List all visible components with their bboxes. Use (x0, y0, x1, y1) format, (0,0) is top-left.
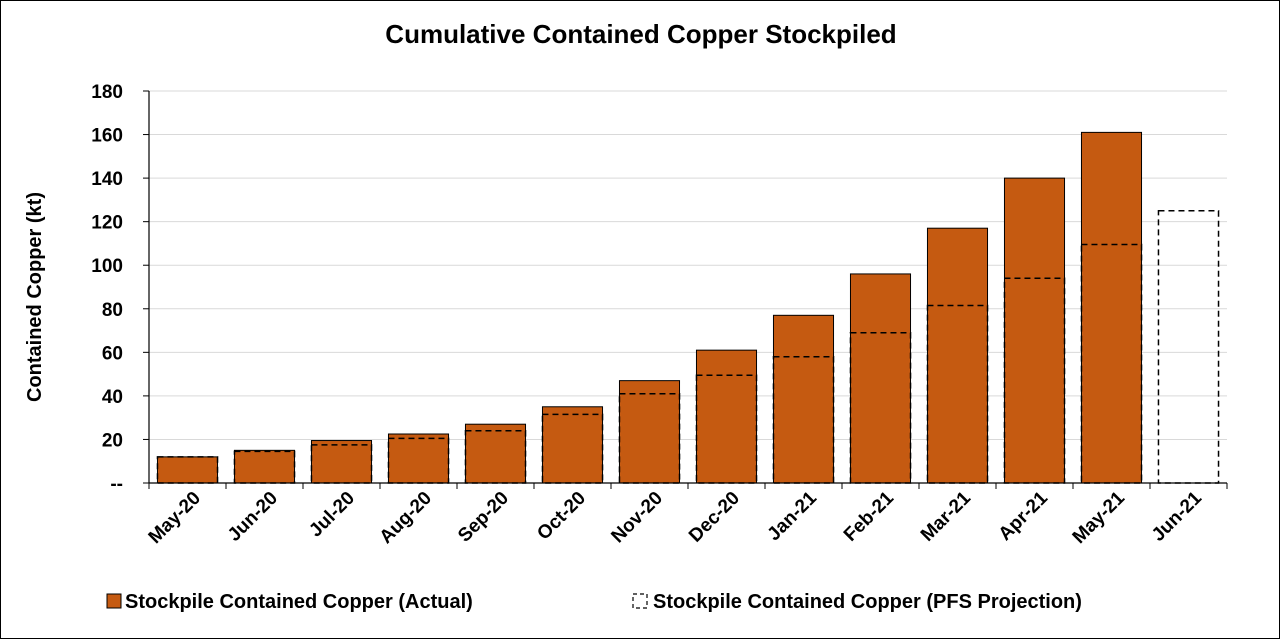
bar-actual (310, 440, 373, 484)
y-tick-label: 180 (91, 82, 123, 103)
x-tick-label: Mar-21 (917, 487, 975, 545)
legend-swatch-actual (106, 593, 122, 609)
bar-actual (926, 227, 989, 484)
chart-title: Cumulative Contained Copper Stockpiled (385, 19, 896, 49)
bar-actual (387, 433, 450, 484)
legend-swatch-pfs (632, 593, 648, 609)
bars (156, 131, 1220, 484)
bar-actual (772, 314, 835, 484)
bar-pfs-projection (926, 304, 989, 484)
bar-actual (233, 449, 296, 484)
x-tick-label: Jan-21 (764, 487, 822, 545)
x-tick-label: May-20 (145, 488, 205, 548)
bar-actual (849, 273, 912, 484)
bar-pfs-projection (1080, 243, 1143, 484)
x-tick-label: Sep-20 (454, 488, 513, 547)
bar-actual (541, 406, 604, 484)
legend-label-actual: Stockpile Contained Copper (Actual) (125, 591, 473, 613)
x-tick-label: Dec-20 (685, 488, 744, 547)
bar-actual (1080, 131, 1143, 484)
bar-actual (156, 456, 219, 484)
axes (148, 91, 1227, 484)
x-tick-label: Oct-20 (533, 488, 590, 545)
bar-pfs-projection (1157, 210, 1220, 484)
y-tick-label: 120 (91, 213, 123, 234)
x-tick-label: Nov-20 (607, 488, 667, 548)
y-tick-label: 40 (102, 387, 123, 408)
bar-pfs-projection (618, 392, 681, 484)
y-tick-label: 80 (102, 300, 123, 321)
y-axis-ticks: -- 20 40 60 80 100 120 140 160 180 (91, 82, 149, 495)
x-tick-label: Jul-20 (305, 488, 359, 542)
x-tick-label: May-21 (1069, 487, 1130, 548)
y-axis-label: Contained Copper (kt) (24, 192, 46, 402)
y-tick-label: 20 (102, 430, 123, 451)
x-axis-ticks: May-20 Jun-20 Jul-20 Aug-20 Sep-20 Oct-20 Nov-… (145, 483, 1228, 548)
x-tick-label: Aug-20 (376, 488, 436, 548)
bar-pfs-projection (541, 413, 604, 484)
y-tick-label: 60 (102, 343, 123, 364)
legend-label-pfs: Stockpile Contained Copper (PFS Projecti… (653, 591, 1082, 613)
y-tick-label: 140 (91, 169, 123, 190)
y-tick-label: 100 (91, 256, 123, 277)
legend: Stockpile Contained Copper (Actual) Stoc… (106, 591, 1082, 613)
bar-pfs-projection (695, 374, 758, 484)
x-tick-label: Feb-21 (840, 487, 898, 545)
x-tick-label: Jun-20 (224, 488, 282, 546)
bar-actual (1003, 177, 1066, 484)
gridlines (149, 90, 1227, 440)
bar-pfs-projection (156, 456, 219, 484)
bar-pfs-projection (772, 355, 835, 484)
bar-actual (618, 380, 681, 484)
x-tick-label: Jun-21 (1148, 487, 1206, 545)
y-tick-label: -- (110, 474, 123, 495)
bar-actual (695, 349, 758, 484)
bar-actual (464, 423, 527, 484)
bar-pfs-projection (310, 444, 373, 484)
y-tick-label: 160 (91, 126, 123, 147)
x-tick-label: Apr-21 (995, 487, 1053, 545)
